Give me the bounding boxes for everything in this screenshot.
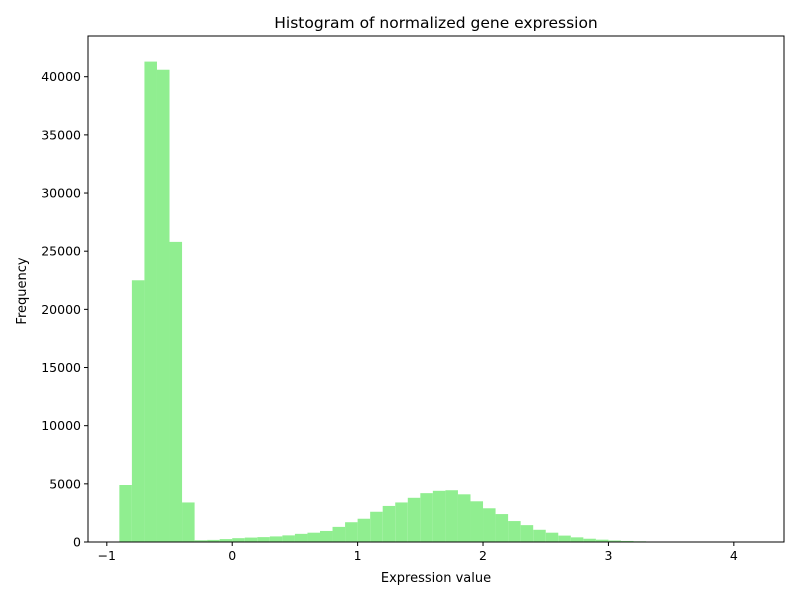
- histogram-bar: [282, 535, 295, 542]
- x-axis-title: Expression value: [381, 571, 491, 586]
- histogram-bar: [432, 490, 446, 542]
- chart-title: Histogram of normalized gene expression: [274, 14, 598, 32]
- x-tick-label: 2: [479, 548, 487, 563]
- y-tick-label: 40000: [41, 69, 81, 84]
- y-tick-label: 20000: [41, 302, 81, 317]
- x-axis: −1 0 1 2 3 4: [98, 542, 738, 563]
- histogram-bar: [169, 241, 183, 542]
- histogram-bar: [445, 490, 458, 542]
- x-tick-label: 1: [354, 548, 362, 563]
- plot-frame: [87, 35, 785, 543]
- histogram-bar: [470, 501, 484, 542]
- y-tick-label: 30000: [41, 186, 81, 201]
- histogram-bar: [357, 518, 371, 542]
- histogram-bar: [232, 538, 245, 542]
- histogram-bar: [307, 532, 320, 542]
- histogram-bar: [395, 502, 408, 542]
- histogram-bar: [244, 537, 258, 542]
- histogram-bar: [595, 539, 609, 542]
- histogram-bar: [257, 537, 270, 542]
- y-tick-label: 0: [73, 535, 81, 550]
- x-tick-label: −1: [98, 548, 116, 563]
- y-tick-label: 15000: [41, 360, 81, 375]
- histogram-bar: [144, 61, 157, 542]
- histogram-bar: [156, 69, 170, 542]
- histogram-bar: [558, 535, 571, 542]
- histogram-bar: [620, 540, 634, 542]
- y-tick-label: 35000: [41, 127, 81, 142]
- histogram-bar: [345, 522, 358, 542]
- histogram-bar: [583, 538, 596, 542]
- histogram-bar: [207, 539, 220, 542]
- histogram-bar: [608, 540, 621, 542]
- histogram-bar: [382, 505, 396, 542]
- histogram-bar: [219, 539, 233, 542]
- histogram-bar: [457, 494, 471, 542]
- histogram-bar: [420, 493, 433, 542]
- histogram-bar: [533, 529, 546, 542]
- histogram-bar: [119, 485, 132, 542]
- histogram-bar: [182, 502, 195, 542]
- x-tick-label: 4: [730, 548, 738, 563]
- histogram-bar: [483, 508, 496, 542]
- histogram-bar: [294, 533, 308, 542]
- histogram-bar: [269, 536, 283, 542]
- histogram-bar: [570, 537, 584, 542]
- histogram-bar: [332, 526, 346, 542]
- histogram-bar: [320, 530, 333, 542]
- histogram-bar: [520, 525, 534, 542]
- histogram-bar: [495, 514, 509, 542]
- histogram-bar: [407, 497, 421, 542]
- y-tick-label: 10000: [41, 418, 81, 433]
- histogram-bars: [119, 61, 759, 542]
- y-axis-title: Frequency: [15, 257, 30, 324]
- histogram-bar: [508, 521, 521, 542]
- x-tick-label: 3: [604, 548, 612, 563]
- y-tick-label: 25000: [41, 244, 81, 259]
- histogram-bar: [370, 511, 383, 542]
- histogram-bar: [131, 280, 145, 542]
- histogram-bar: [194, 540, 208, 542]
- y-tick-label: 5000: [49, 476, 81, 491]
- histogram-bar: [545, 532, 559, 542]
- y-axis: 0 5000 10000 15000 20000 25000 30000 35000 40000: [41, 69, 88, 550]
- x-tick-label: 0: [228, 548, 236, 563]
